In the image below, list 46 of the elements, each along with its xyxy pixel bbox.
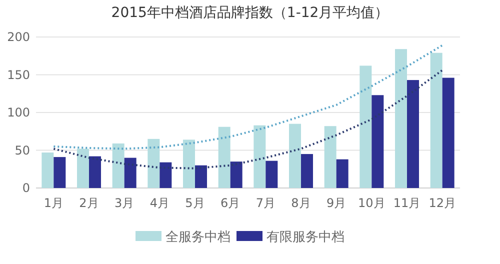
line-series	[52, 44, 444, 150]
bar	[442, 78, 454, 188]
x-tick-label: 8月	[291, 196, 311, 210]
x-tick-label: 2月	[79, 196, 99, 210]
bar	[372, 95, 384, 188]
bar	[301, 154, 313, 188]
bar	[195, 165, 207, 188]
x-tick-label: 12月	[428, 196, 456, 210]
x-tick-label: 1月	[44, 196, 64, 210]
bar	[112, 143, 124, 188]
bar	[42, 152, 54, 188]
legend-label: 有限服务中档	[266, 230, 344, 245]
y-tick-label: 100	[7, 106, 30, 120]
x-tick-label: 3月	[114, 196, 134, 210]
bar	[336, 159, 348, 188]
bar	[395, 49, 407, 188]
line-series	[52, 69, 444, 170]
bar	[230, 162, 242, 188]
x-tick-label: 10月	[358, 196, 386, 210]
x-tick-label: 11月	[393, 196, 421, 210]
bar	[430, 52, 442, 188]
bar	[218, 126, 230, 188]
bar	[324, 126, 336, 188]
bar	[360, 66, 372, 188]
bar	[289, 124, 301, 188]
bar	[407, 80, 419, 188]
y-tick-label: 150	[7, 68, 30, 82]
y-tick-label: 50	[14, 143, 30, 158]
bar	[77, 148, 89, 188]
x-tick-label: 6月	[220, 196, 240, 210]
chart-title: 2015年中档酒店品牌指数（1-12月平均值）	[111, 5, 389, 21]
bar	[89, 156, 101, 188]
legend-label: 全服务中档	[166, 230, 230, 245]
x-tick-label: 4月	[150, 196, 170, 210]
bar	[160, 162, 172, 188]
x-tick-label: 9月	[326, 196, 346, 210]
bar	[54, 157, 66, 188]
y-tick-label: 0	[22, 181, 30, 195]
y-tick-label: 200	[7, 30, 30, 44]
x-tick-label: 7月	[256, 196, 276, 210]
bar	[183, 140, 195, 188]
x-tick-label: 5月	[185, 196, 205, 210]
bar	[266, 160, 278, 188]
bar	[254, 125, 266, 188]
bar	[148, 138, 160, 188]
bar	[124, 158, 136, 188]
